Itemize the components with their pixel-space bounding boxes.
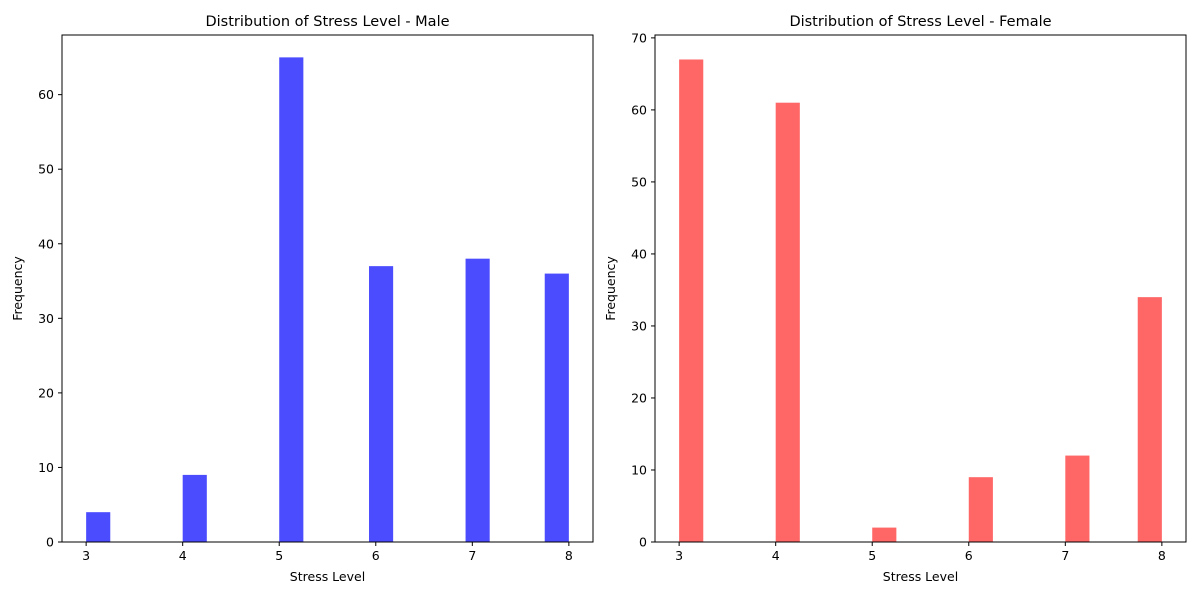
y-tick-label: 0 [639,535,647,550]
chart-title: Distribution of Stress Level - Male [205,14,449,30]
x-tick-label: 6 [965,548,973,563]
y-axis-label: Frequency [10,256,25,321]
x-tick-label: 7 [468,548,476,563]
x-tick-label: 3 [675,548,683,563]
plot-frame [61,34,594,543]
x-tick-label: 3 [82,548,90,563]
histogram-bar [679,59,704,543]
y-tick-label: 10 [38,460,54,475]
histogram-bar [182,474,207,542]
y-tick-label: 30 [631,318,647,333]
y-tick-label: 30 [38,311,54,326]
histogram-bar [369,266,394,542]
histogram-bar [86,512,111,542]
x-tick-label: 4 [179,548,187,563]
y-tick-label: 0 [46,535,54,550]
x-axis-label: Stress Level [883,569,958,584]
histogram-bar [872,527,897,542]
x-tick-label: 8 [1158,548,1166,563]
chart-panel-2: 3 4 5 6 7 8 0 10 20 30 40 50 60 70 Distribution of Str… [603,14,1187,584]
x-axis-label: Stress Level [290,569,365,584]
chart-title: Distribution of Stress Level - Female [789,14,1051,30]
x-tick-label: 4 [772,548,780,563]
y-tick-label: 40 [631,246,647,261]
y-tick-label: 50 [38,162,54,177]
histogram-bar [1065,455,1090,542]
histogram-bar [775,102,800,543]
y-tick-label: 50 [631,174,647,189]
y-tick-label: 20 [631,390,647,405]
x-tick-label: 8 [565,548,573,563]
y-tick-label: 70 [631,30,647,45]
histogram-bar [1137,297,1162,542]
y-tick-label: 20 [38,385,54,400]
x-tick-label: 7 [1061,548,1069,563]
chart-panel-1: 3 4 5 6 7 8 0 10 20 30 40 50 60 Distribution of Stres… [10,14,594,584]
histogram-bar [279,57,304,542]
histogram-bar [465,258,490,542]
y-tick-label: 60 [631,102,647,117]
y-axis-label: Frequency [603,256,618,321]
x-tick-label: 6 [372,548,380,563]
x-tick-label: 5 [275,548,283,563]
plot-frame [654,34,1187,543]
y-tick-label: 60 [38,87,54,102]
y-tick-label: 40 [38,236,54,251]
histogram-bar [968,477,993,542]
x-tick-label: 5 [868,548,876,563]
y-tick-label: 10 [631,462,647,477]
histogram-bar [544,273,569,542]
